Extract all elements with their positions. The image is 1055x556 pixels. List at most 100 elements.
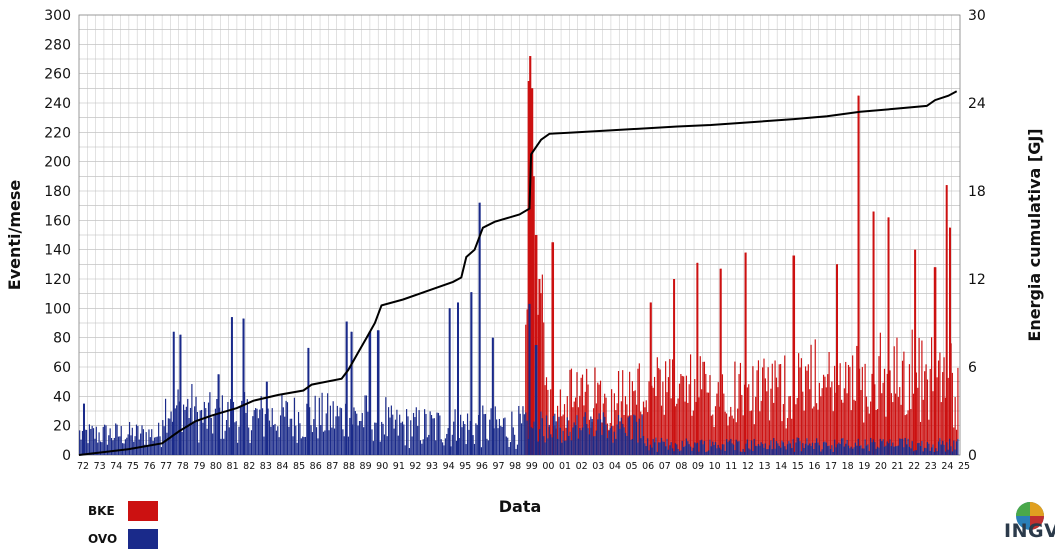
- bar-peak: [265, 381, 268, 455]
- bar-bke: [775, 377, 778, 455]
- ingv-logo-text: INGV: [1004, 520, 1055, 542]
- bar-ovo: [286, 402, 289, 455]
- bar-bke: [827, 374, 829, 455]
- bar-bke: [764, 378, 766, 455]
- bar-ovo: [279, 415, 282, 455]
- y-tick-label: 20: [53, 419, 71, 435]
- bar-ovo: [947, 449, 949, 455]
- bar-ovo: [914, 450, 916, 455]
- bar-bke: [867, 406, 869, 455]
- bar-ovo: [117, 436, 120, 455]
- bar-ovo: [918, 442, 920, 455]
- bar-ovo: [102, 426, 104, 455]
- x-tick-label: 97: [493, 461, 505, 472]
- x-tick-label: 17: [825, 461, 837, 472]
- bar-ovo: [504, 417, 506, 455]
- bar-ovo: [705, 452, 707, 455]
- bar-bke: [631, 381, 633, 455]
- bar-ovo: [176, 405, 178, 455]
- bar-bke: [688, 384, 690, 455]
- bar-peak: [535, 345, 538, 455]
- bar-ovo: [322, 431, 325, 455]
- bar-bke: [681, 375, 683, 455]
- bar-ovo: [146, 445, 149, 455]
- bar-ovo: [581, 427, 584, 455]
- bar-ovo: [496, 419, 498, 455]
- bar-bke: [852, 355, 854, 455]
- y-right-tick-label: 0: [968, 448, 977, 464]
- bar-ovo: [854, 442, 857, 455]
- bar-ovo: [537, 441, 539, 455]
- bar-ovo: [210, 417, 212, 455]
- bar-ovo: [327, 393, 329, 455]
- bar-ovo: [332, 401, 334, 455]
- x-tick-label: 20: [875, 461, 887, 472]
- bar-ovo: [886, 441, 888, 455]
- bar-ovo: [606, 438, 609, 455]
- bar-ovo: [153, 437, 156, 455]
- bar-ovo: [576, 415, 578, 455]
- bar-ovo: [716, 448, 718, 455]
- bar-bke: [735, 422, 737, 455]
- bar-ovo: [732, 444, 735, 455]
- bar-ovo: [436, 412, 438, 455]
- bar-bke: [559, 389, 561, 455]
- bar-bke: [900, 404, 902, 455]
- bar-ovo: [655, 437, 657, 455]
- bar-bke: [951, 372, 953, 455]
- bar-ovo: [821, 449, 823, 455]
- bar-ovo: [953, 440, 955, 455]
- bar-ovo: [773, 438, 775, 455]
- bar-ovo: [94, 438, 96, 455]
- bar-ovo: [137, 426, 139, 455]
- bar-bke: [768, 420, 771, 455]
- bar-bke: [678, 383, 681, 455]
- bar-bke: [915, 372, 917, 455]
- bar-bke: [724, 411, 726, 455]
- bar-bke: [685, 375, 688, 455]
- bar-bke: [638, 363, 640, 455]
- bar-bke: [741, 394, 743, 455]
- bar-bke: [868, 413, 870, 455]
- bar-ovo: [726, 439, 728, 455]
- bar-ovo: [629, 416, 631, 455]
- bar-bke: [709, 375, 711, 455]
- bar-ovo: [519, 413, 521, 455]
- bar-bke: [782, 404, 784, 455]
- bar-bke: [734, 361, 736, 455]
- bar-ovo: [397, 435, 399, 455]
- bar-ovo: [796, 437, 798, 455]
- x-tick-label: 91: [393, 461, 405, 472]
- bar-ovo: [558, 416, 560, 455]
- bar-peak: [242, 318, 245, 455]
- bar-ovo: [688, 444, 690, 455]
- bar-ovo: [817, 442, 819, 455]
- bar-ovo: [749, 449, 751, 455]
- bar-ovo: [630, 439, 632, 455]
- x-tick-label: 85: [293, 461, 305, 472]
- bar-bke: [739, 362, 742, 455]
- bar-ovo: [834, 439, 836, 455]
- bar-ovo: [364, 395, 366, 455]
- x-tick-label: 77: [160, 461, 172, 472]
- bar-bke: [838, 385, 840, 455]
- bar-ovo: [296, 442, 298, 455]
- bar-ovo: [354, 411, 356, 455]
- bar-bke: [856, 345, 858, 455]
- bar-ovo: [737, 441, 739, 455]
- bar-bke: [645, 400, 647, 455]
- bar-ovo: [177, 389, 179, 455]
- bar-ovo: [739, 451, 742, 455]
- bar-peak: [530, 88, 533, 455]
- x-tick-label: 25: [958, 461, 970, 472]
- bar-ovo: [673, 451, 675, 455]
- bar-ovo: [501, 426, 503, 455]
- bar-ovo: [105, 425, 107, 455]
- bar-ovo: [439, 415, 441, 455]
- bar-bke: [579, 395, 581, 455]
- bar-ovo: [134, 436, 136, 455]
- bar-ovo: [522, 406, 524, 455]
- bar-ovo: [468, 429, 470, 455]
- bar-bke: [757, 360, 760, 455]
- bar-ovo: [171, 421, 174, 455]
